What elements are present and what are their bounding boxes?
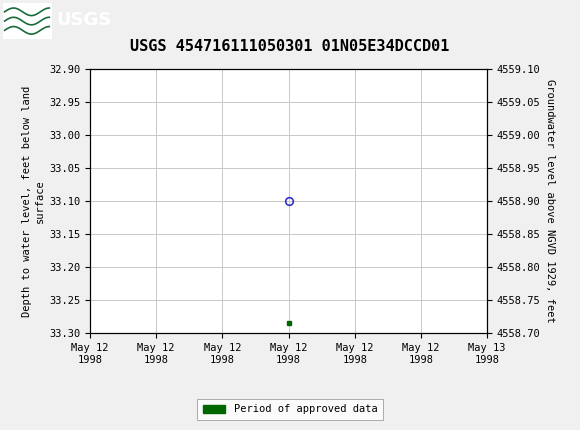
Text: USGS: USGS: [56, 11, 111, 29]
Y-axis label: Groundwater level above NGVD 1929, feet: Groundwater level above NGVD 1929, feet: [545, 79, 555, 323]
Legend: Period of approved data: Period of approved data: [197, 399, 383, 420]
Text: USGS 454716111050301 01N05E34DCCD01: USGS 454716111050301 01N05E34DCCD01: [130, 39, 450, 54]
Y-axis label: Depth to water level, feet below land
surface: Depth to water level, feet below land su…: [21, 86, 45, 316]
Bar: [3, 3, 52, 39]
